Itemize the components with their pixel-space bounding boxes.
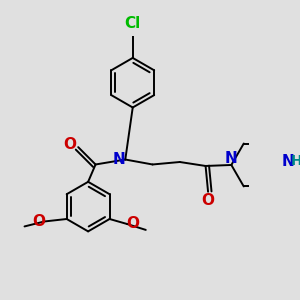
Text: O: O [126, 217, 140, 232]
Text: N: N [225, 151, 238, 166]
Text: O: O [202, 193, 214, 208]
Text: H: H [291, 154, 300, 168]
Text: N: N [282, 154, 295, 169]
Text: O: O [32, 214, 45, 229]
Text: O: O [63, 137, 76, 152]
Text: N: N [113, 152, 126, 167]
Text: Cl: Cl [124, 16, 141, 31]
